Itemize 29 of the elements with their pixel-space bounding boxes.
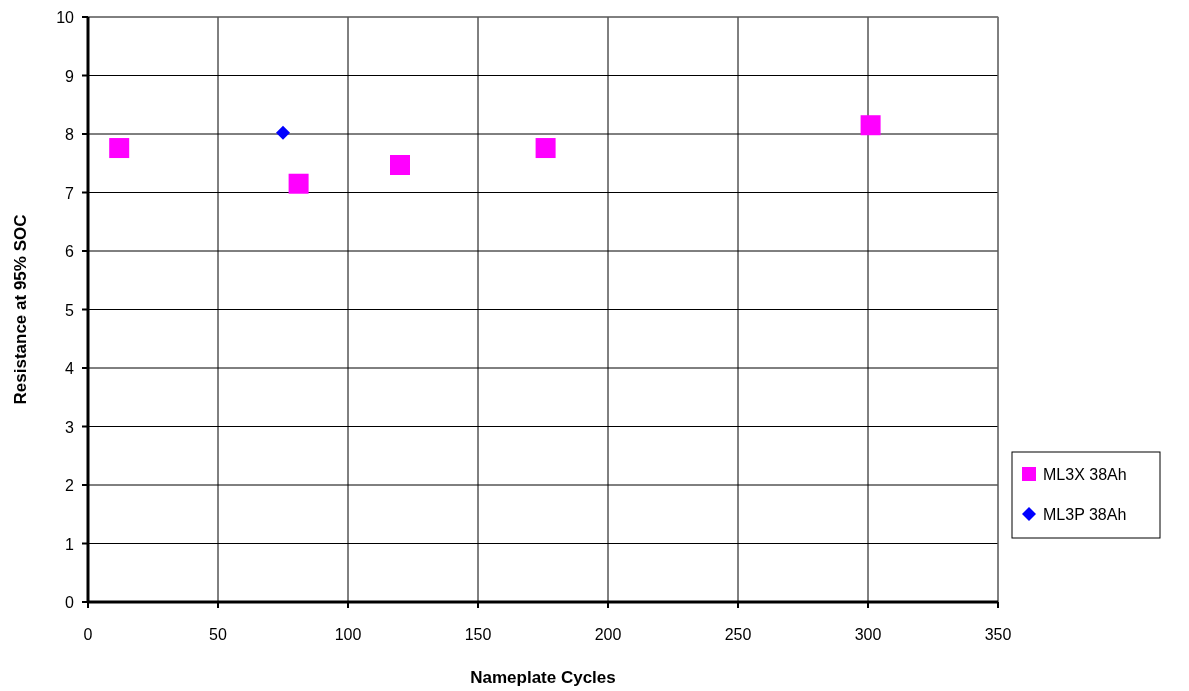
point [390, 155, 410, 176]
point [109, 138, 130, 159]
point [276, 125, 290, 140]
point [288, 173, 309, 194]
y-tick-label: 8 [65, 126, 75, 143]
x-axis-title: Nameplate Cycles [470, 668, 616, 687]
point [860, 115, 881, 136]
y-tick-label: 1 [65, 535, 75, 553]
y-tick-label: 3 [65, 418, 75, 436]
y-tick-label: 2 [65, 477, 75, 494]
x-tick-label: 350 [984, 626, 1012, 643]
x-tick-label: 300 [854, 626, 882, 643]
x-tick-label: 250 [724, 626, 752, 643]
x-tick-label: 150 [464, 626, 492, 643]
y-tick-label: 0 [65, 594, 75, 611]
y-tick-label: 5 [65, 301, 75, 319]
x-tick-label: 0 [83, 626, 93, 643]
x-tick-label: 200 [594, 626, 622, 643]
x-tick-label: 50 [209, 626, 227, 643]
y-axis-title: Resistance at 95% SOC [11, 214, 30, 405]
y-tick-label: 4 [65, 360, 75, 377]
y-tick-label: 10 [56, 9, 75, 26]
legend-label: ML3X 38Ah [1043, 466, 1127, 483]
point [535, 138, 556, 159]
x-tick-label: 100 [334, 626, 362, 643]
y-tick-label: 9 [65, 67, 75, 85]
y-tick-label: 6 [65, 243, 75, 260]
legend-label: ML3P 38Ah [1043, 506, 1127, 523]
y-tick-label: 7 [65, 184, 75, 202]
